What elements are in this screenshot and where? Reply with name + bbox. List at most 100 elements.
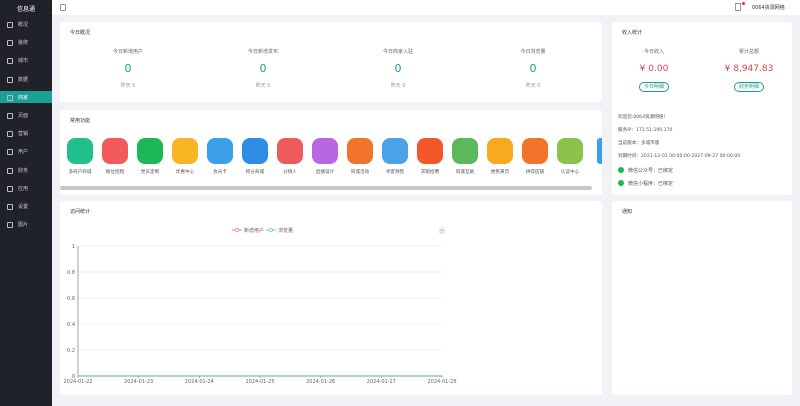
function-label[interactable]: 摊位招租 (105, 170, 125, 175)
function-icon[interactable] (597, 138, 602, 164)
function-label[interactable]: 求职招聘 (420, 170, 440, 175)
function-icon[interactable] (487, 138, 513, 164)
stat-label: 今日商家入驻 (382, 49, 413, 55)
function-icon[interactable] (382, 138, 408, 164)
x-tick-label: 2024-01-22 (63, 379, 92, 385)
income-amount: ¥ 0.00 (639, 64, 669, 74)
stat-yesterday: 昨天 0 (255, 83, 271, 89)
stat-value: 0 (529, 62, 537, 75)
menu-icon (7, 58, 13, 65)
menu-label: 财务 (18, 167, 29, 174)
card-title: 收入统计 (622, 30, 643, 36)
function-icon[interactable] (557, 138, 583, 164)
menu-item[interactable]: 城市 (0, 54, 52, 66)
menu-label: 概况 (18, 22, 29, 28)
user-menu[interactable]: 0064资源网络 (752, 5, 785, 11)
stat-label: 今日新增发布 (247, 49, 278, 55)
y-tick-label: 0.8 (67, 270, 75, 276)
function-icon[interactable] (277, 138, 303, 164)
menu-item[interactable]: 营销 (0, 127, 52, 139)
function-icon[interactable] (417, 138, 443, 164)
menu-icon (7, 204, 13, 210)
functions-card: 常用功能 多商户商城 摊位招租 党员定制 优惠中心 会员卡 积分商城 分销人 直播设计 同城活动… (60, 110, 602, 195)
menu-toggle[interactable] (60, 4, 66, 11)
menu-item[interactable]: 概况 (0, 18, 52, 30)
function-label[interactable]: 拼得店铺 (525, 170, 545, 175)
check-icon (618, 180, 624, 186)
menu-item[interactable]: 应用 (0, 182, 52, 194)
y-tick-label: 0.6 (67, 296, 75, 302)
menu-item[interactable]: 数据 (0, 73, 52, 85)
menu-icon (7, 222, 13, 229)
download-icon (439, 227, 445, 234)
function-label[interactable]: 寻客预售 (385, 170, 405, 175)
menu-item[interactable]: 页面 (0, 109, 52, 121)
function-icon[interactable] (67, 138, 93, 164)
function-label[interactable]: 直播设计 (315, 170, 335, 175)
function-icon[interactable] (522, 138, 548, 164)
function-label[interactable]: 优惠中心 (175, 170, 195, 175)
x-tick-label: 2024-01-24 (185, 379, 214, 385)
card-title: 今日概况 (70, 30, 91, 36)
function-label[interactable]: 会员卡 (213, 170, 227, 175)
menu-icon (7, 113, 13, 119)
menu-item[interactable]: 装修 (0, 36, 52, 48)
function-icon[interactable] (347, 138, 373, 164)
function-icon[interactable] (172, 138, 198, 164)
income-button[interactable]: 财务明细 (734, 82, 764, 92)
function-icon[interactable] (137, 138, 163, 164)
check-icon (618, 167, 624, 173)
menu-label: 应用 (18, 185, 29, 192)
function-label[interactable]: 党员定制 (140, 170, 160, 175)
menu-item[interactable]: 商家 (0, 90, 52, 103)
x-tick-label: 2024-01-28 (427, 379, 456, 385)
function-label[interactable]: 同城互助 (455, 170, 475, 175)
function-icon[interactable] (312, 138, 338, 164)
legend-label: 新增用户 (244, 227, 264, 234)
stat-label: 今日新增用户 (112, 49, 143, 55)
function-label[interactable]: 便民黄页 (490, 170, 510, 175)
menu-item[interactable]: 财务 (0, 164, 52, 176)
menu-label: 城市 (18, 58, 29, 65)
function-label[interactable]: 同城活动 (350, 170, 370, 175)
menu-item[interactable]: 图片 (0, 218, 52, 230)
chart: 0 0.2 0.4 0.6 0.8 1 2024-01-22 2024-01-23 2024-0… (63, 227, 457, 385)
y-tick-label: 0.2 (67, 348, 75, 354)
brand: 信息通 (16, 6, 35, 13)
function-icon[interactable] (207, 138, 233, 164)
info-line: 服务IP：171.51.190.170 (618, 128, 673, 133)
info-line: 到期时间：2021-12-01 00:00:00-2027-09-27 00:0… (618, 154, 741, 159)
card-title: 通知 (622, 209, 633, 215)
menu-icon (7, 167, 13, 174)
legend-marker (269, 228, 273, 232)
function-icon[interactable] (102, 138, 128, 164)
bell-icon[interactable] (735, 3, 741, 11)
function-icon[interactable] (242, 138, 268, 164)
menu-item[interactable]: 设置 (0, 200, 52, 212)
legend-label: 浏览量 (278, 227, 293, 234)
menu-label: 设置 (18, 204, 29, 210)
function-label[interactable]: 积分商城 (245, 170, 265, 175)
menu-label: 商家 (18, 94, 29, 101)
notice-card: 通知 (612, 201, 792, 395)
menu-icon (7, 185, 13, 192)
x-tick-label: 2024-01-25 (245, 379, 274, 385)
binding-label: 微信小程序：已绑定 (628, 181, 674, 187)
function-icon[interactable] (452, 138, 478, 164)
stat-yesterday: 昨天 0 (390, 83, 406, 89)
menu-icon (7, 131, 13, 138)
function-label[interactable]: 多商户商城 (68, 170, 92, 175)
menu-label: 图片 (18, 222, 29, 229)
info-line: 当前版本：多城市版 (618, 141, 660, 146)
x-tick-label: 2024-01-26 (306, 379, 335, 385)
stat-yesterday: 昨天 0 (120, 83, 136, 89)
income-button[interactable]: 今日明细 (639, 82, 669, 92)
scrollbar[interactable] (60, 186, 592, 190)
menu-icon (7, 149, 13, 156)
menu-item[interactable]: 用户 (0, 145, 52, 157)
function-label[interactable]: 认证中心 (560, 170, 580, 175)
info-line: 欢迎您:0064资源网络! (618, 115, 666, 120)
function-label[interactable]: 分销人 (283, 170, 297, 175)
stat-value: 0 (394, 62, 402, 75)
